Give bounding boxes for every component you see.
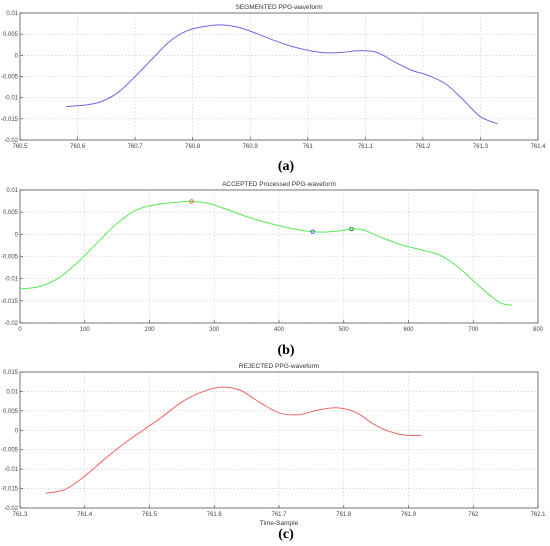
x-tick-label: 761.4 [530, 144, 546, 150]
x-tick-label: 761.2 [415, 144, 431, 150]
x-tick-label: 760.8 [185, 144, 201, 150]
x-tick-label: 761.9 [401, 512, 417, 518]
y-tick-label: 0 [15, 232, 19, 238]
data-marker-1 [189, 199, 194, 204]
x-tick-label: 760.5 [12, 144, 28, 150]
y-tick-label: -0.02 [4, 506, 18, 512]
x-tick-label: 762.1 [530, 512, 546, 518]
x-tick-label: 760.6 [70, 144, 86, 150]
x-tick-label: 760.9 [243, 144, 259, 150]
chart-title: REJECTED PPG-waveform [239, 363, 319, 370]
x-tick-label: 761.3 [12, 512, 28, 518]
y-tick-label: -0.02 [4, 138, 18, 144]
y-tick-label: 0 [15, 53, 19, 59]
y-tick-label: 0.005 [3, 210, 19, 216]
y-tick-label: 0.01 [6, 389, 18, 395]
x-tick-label: 761.1 [358, 144, 374, 150]
y-tick-label: 0 [15, 428, 19, 434]
chart-panel-1: 760.5 760.6 760.7 760.8 760.9 761 761.1 761.2 76… [1, 4, 546, 174]
panel-label: (c) [278, 527, 294, 542]
chart-title: SEGMENTED PPG-waveform [235, 4, 322, 11]
y-tick-label: -0.015 [1, 487, 19, 493]
y-tick-label: -0.005 [1, 448, 19, 454]
x-tick-label: 761.5 [142, 512, 158, 518]
x-tick-label: 200 [144, 327, 155, 333]
x-tick-label: 600 [403, 327, 414, 333]
chart-title: ACCEPTED Processed PPG-waveform [222, 181, 336, 188]
y-tick-label: -0.005 [1, 255, 19, 261]
chart-panel-2: 0 100 200 300 400 500 600 700 800 -0.02 -0.015 -0.0… [1, 181, 544, 358]
x-tick-label: 760.7 [128, 144, 144, 150]
data-marker-2 [310, 229, 315, 234]
y-tick-label: -0.015 [1, 299, 19, 305]
y-tick-label: -0.01 [4, 277, 18, 283]
x-tick-label: 762 [468, 512, 479, 518]
x-tick-label: 761.6 [207, 512, 223, 518]
y-tick-label: 0.01 [6, 11, 18, 17]
series-line-1 [19, 201, 513, 306]
series-line-1 [66, 24, 498, 125]
x-tick-label: 761.7 [271, 512, 287, 518]
chart-panel-3: 761.3 761.4 761.5 761.6 761.7 761.8 761.9 762 76… [1, 363, 546, 542]
x-axis-label: Time-Sample [260, 520, 299, 527]
x-tick-label: 100 [80, 327, 91, 333]
x-tick-label: 500 [339, 327, 350, 333]
panel-label: (b) [277, 343, 294, 358]
x-tick-label: 761.8 [336, 512, 352, 518]
x-tick-label: 761 [303, 144, 314, 150]
y-tick-label: -0.005 [1, 75, 19, 81]
x-tick-label: 400 [274, 327, 285, 333]
x-tick-label: 761.3 [473, 144, 489, 150]
y-tick-label: 0.01 [6, 188, 18, 194]
x-tick-label: 300 [209, 327, 220, 333]
x-tick-label: 800 [533, 327, 544, 333]
y-tick-label: -0.015 [1, 117, 19, 123]
y-tick-label: -0.01 [4, 96, 18, 102]
x-tick-label: 761.4 [77, 512, 93, 518]
y-tick-label: -0.02 [4, 321, 18, 327]
data-marker-3 [349, 226, 354, 232]
x-tick-label: 0 [18, 327, 22, 333]
y-tick-label: 0.005 [3, 32, 19, 38]
y-tick-label: -0.01 [4, 467, 18, 473]
y-tick-label: 0.005 [3, 409, 19, 415]
panel-label: (a) [278, 159, 295, 174]
x-tick-label: 700 [468, 327, 479, 333]
y-tick-label: 0.015 [3, 370, 19, 376]
series-line-1 [45, 386, 422, 494]
